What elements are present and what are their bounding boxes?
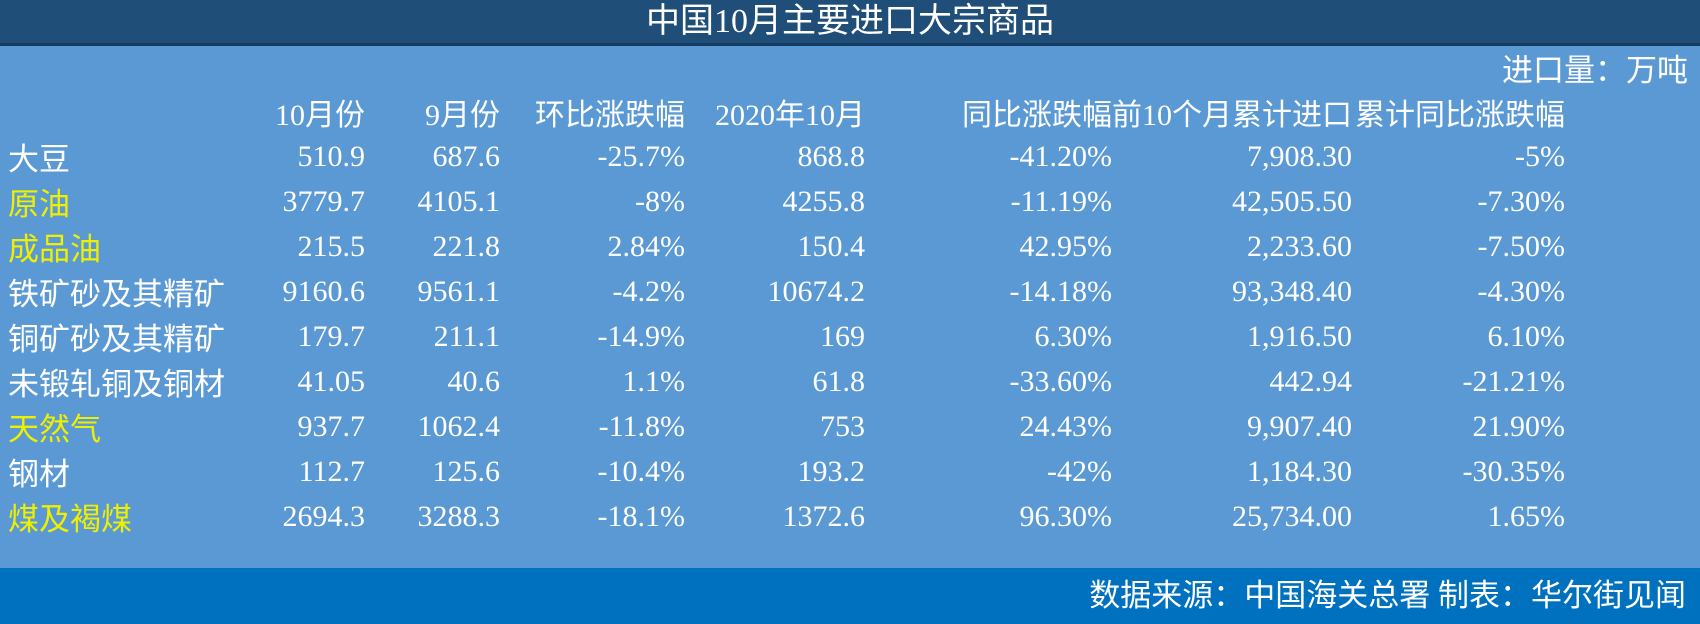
commodity-name: 未锻轧铜及铜材 (8, 367, 225, 402)
header-mom-change: 环比涨跌幅 (535, 99, 685, 132)
commodity-name: 大豆 (8, 142, 70, 177)
header-october-2020: 2020年10月 (715, 99, 865, 132)
header-cumulative-import: 前10个月累计进口 (1112, 99, 1352, 132)
header-september: 9月份 (425, 99, 500, 132)
value-cell: 211.1 (433, 319, 500, 353)
commodity-name: 钢材 (8, 457, 70, 492)
value-cell: -10.4% (597, 454, 685, 488)
value-cell: 1,184.30 (1247, 454, 1352, 488)
value-cell: 6.30% (1034, 319, 1113, 353)
commodity-name: 成品油 (8, 232, 101, 267)
value-cell: -11.8% (598, 409, 685, 443)
commodity-name: 原油 (8, 187, 70, 222)
value-cell: 9,907.40 (1247, 409, 1352, 443)
value-cell: 179.7 (297, 319, 366, 353)
value-cell: 687.6 (432, 139, 501, 173)
commodity-name: 铜矿砂及其精矿 (8, 322, 225, 357)
value-cell: 42,505.50 (1232, 184, 1352, 218)
value-cell: -7.30% (1477, 184, 1565, 218)
value-cell: 753 (820, 409, 865, 443)
value-cell: 868.8 (797, 139, 866, 173)
value-cell: 3779.7 (282, 184, 366, 218)
import-data-table: 10月份 9月份 环比涨跌幅 2020年10月 同比涨跌幅 前10个月累计进口 … (0, 90, 1565, 539)
table-row: 天然气 937.7 1062.4 -11.8% 753 24.43% 9,907.40 21.… (0, 404, 1565, 449)
value-cell: 9160.6 (282, 274, 366, 308)
header-october: 10月份 (275, 99, 365, 132)
value-cell: -11.19% (1010, 184, 1112, 218)
title-bar: 中国10月主要进口大宗商品 (0, 0, 1700, 46)
value-cell: 1,916.50 (1247, 319, 1352, 353)
value-cell: 1372.6 (782, 499, 866, 533)
value-cell: 112.7 (298, 454, 365, 488)
value-cell: 4255.8 (782, 184, 866, 218)
value-cell: 24.43% (1019, 409, 1113, 443)
value-cell: 510.9 (297, 139, 366, 173)
value-cell: 7,908.30 (1247, 139, 1352, 173)
value-cell: -14.9% (597, 319, 685, 353)
value-cell: 4105.1 (417, 184, 501, 218)
table-row: 未锻轧铜及铜材 41.05 40.6 1.1% 61.8 -33.60% 442.94 -21… (0, 359, 1565, 404)
table-row: 原油 3779.7 4105.1 -8% 4255.8 -11.19% 42,505.50 -… (0, 179, 1565, 224)
value-cell: 1.1% (622, 364, 686, 398)
value-cell: 21.90% (1472, 409, 1566, 443)
value-cell: -25.7% (597, 139, 685, 173)
value-cell: -30.35% (1462, 454, 1565, 488)
value-cell: 150.4 (797, 229, 866, 263)
value-cell: -21.21% (1462, 364, 1565, 398)
unit-note: 进口量：万吨 (1502, 53, 1688, 88)
value-cell: 2.84% (607, 229, 686, 263)
value-cell: 93,348.40 (1232, 274, 1352, 308)
table-row: 钢材 112.7 125.6 -10.4% 193.2 -42% 1,184.30 -30.3… (0, 449, 1565, 494)
value-cell: -4.30% (1477, 274, 1565, 308)
value-cell: 25,734.00 (1232, 499, 1352, 533)
value-cell: -8% (635, 184, 685, 218)
commodity-name: 铁矿砂及其精矿 (8, 277, 225, 312)
value-cell: 442.94 (1269, 364, 1353, 398)
value-cell: 96.30% (1019, 499, 1113, 533)
value-cell: 6.10% (1487, 319, 1566, 353)
header-commodity (0, 90, 230, 134)
table-row: 铁矿砂及其精矿 9160.6 9561.1 -4.2% 10674.2 -14.18% 93… (0, 269, 1565, 314)
table-header: 10月份 9月份 环比涨跌幅 2020年10月 同比涨跌幅 前10个月累计进口 … (0, 90, 1565, 134)
table-body: 大豆 510.9 687.6 -25.7% 868.8 -41.20% 7,908.30 -5… (0, 134, 1565, 539)
value-cell: 2694.3 (282, 499, 366, 533)
value-cell: 169 (820, 319, 865, 353)
value-cell: -41.20% (1009, 139, 1112, 173)
value-cell: -14.18% (1009, 274, 1112, 308)
header-row: 10月份 9月份 环比涨跌幅 2020年10月 同比涨跌幅 前10个月累计进口 … (0, 90, 1565, 134)
value-cell: -4.2% (612, 274, 685, 308)
table-row: 成品油 215.5 221.8 2.84% 150.4 42.95% 2,233.60 -7.… (0, 224, 1565, 269)
value-cell: 41.05 (297, 364, 366, 398)
value-cell: 221.8 (432, 229, 501, 263)
table-row: 煤及褐煤 2694.3 3288.3 -18.1% 1372.6 96.30% 25,734… (0, 494, 1565, 539)
value-cell: 9561.1 (417, 274, 501, 308)
value-cell: 3288.3 (417, 499, 501, 533)
commodity-name: 天然气 (8, 412, 101, 447)
value-cell: 937.7 (297, 409, 366, 443)
source-credit: 数据来源：中国海关总署 制表：华尔街见闻 (1089, 578, 1686, 613)
value-cell: 215.5 (297, 229, 366, 263)
header-yoy-change: 同比涨跌幅 (962, 99, 1112, 132)
footer-bar: 数据来源：中国海关总署 制表：华尔街见闻 (0, 568, 1700, 624)
value-cell: 1062.4 (417, 409, 501, 443)
table-row: 大豆 510.9 687.6 -25.7% 868.8 -41.20% 7,908.30 -5… (0, 134, 1565, 179)
value-cell: -5% (1515, 139, 1565, 173)
page-title: 中国10月主要进口大宗商品 (646, 3, 1054, 40)
value-cell: -18.1% (597, 499, 685, 533)
value-cell: 125.6 (432, 454, 501, 488)
value-cell: -33.60% (1009, 364, 1112, 398)
value-cell: 1.65% (1487, 499, 1566, 533)
header-cumulative-yoy-change: 累计同比涨跌幅 (1355, 99, 1565, 132)
value-cell: 61.8 (812, 364, 866, 398)
table-row: 铜矿砂及其精矿 179.7 211.1 -14.9% 169 6.30% 1,916.50 6… (0, 314, 1565, 359)
value-cell: 193.2 (797, 454, 866, 488)
commodity-name: 煤及褐煤 (8, 502, 132, 537)
value-cell: -7.50% (1477, 229, 1565, 263)
value-cell: 42.95% (1019, 229, 1113, 263)
value-cell: -42% (1047, 454, 1112, 488)
value-cell: 10674.2 (767, 274, 866, 308)
value-cell: 40.6 (447, 364, 501, 398)
value-cell: 2,233.60 (1247, 229, 1352, 263)
